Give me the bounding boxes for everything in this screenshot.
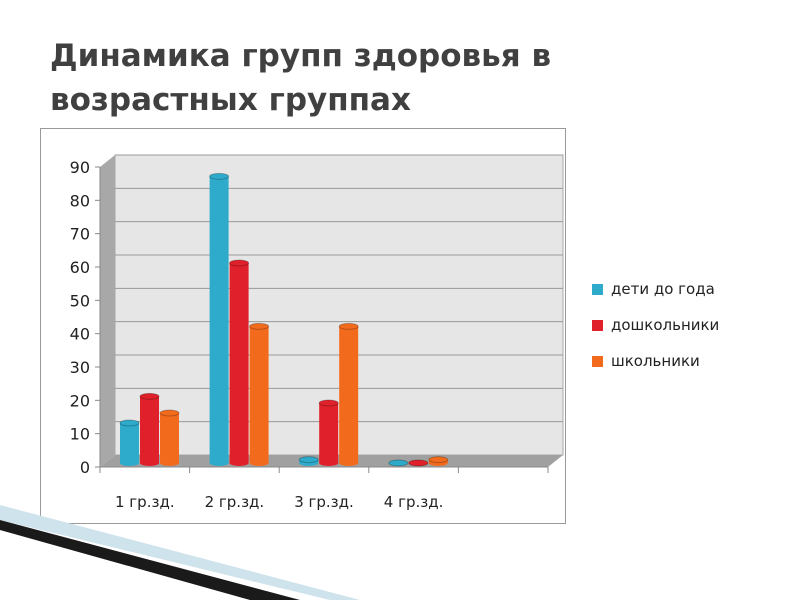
bar-дошкольники (229, 259, 250, 466)
y-tick-label: 80 (70, 191, 90, 210)
bar-школьники (249, 322, 270, 466)
y-tick-label: 60 (70, 258, 90, 277)
legend-label: школьники (611, 352, 700, 370)
x-tick-label: 2 гр.зд. (205, 493, 265, 511)
x-tick-label: 1 гр.зд. (115, 493, 175, 511)
x-tick-label: 3 гр.зд. (294, 493, 354, 511)
y-tick-label: 30 (70, 358, 90, 377)
slide-title: Динамика групп здоровья в возрастных гру… (50, 38, 552, 118)
legend-label: дошкольники (611, 316, 720, 334)
legend-label: дети до года (611, 280, 715, 298)
y-tick-label: 70 (70, 225, 90, 244)
bar-дети до года (209, 172, 230, 466)
y-tick-label: 20 (70, 391, 90, 410)
y-tick-label: 50 (70, 291, 90, 310)
legend-item: дети до года (592, 280, 715, 298)
legend-item: дошкольники (592, 316, 719, 334)
bar-школьники (428, 456, 449, 466)
bar-дошкольники (318, 399, 339, 466)
legend-swatch (592, 355, 603, 367)
y-tick-label: 90 (70, 158, 90, 177)
y-tick-label: 0 (80, 458, 90, 477)
bar-дети до года (388, 459, 409, 467)
y-tick-label: 10 (70, 425, 90, 444)
back-wall (114, 154, 564, 456)
bar-дети до года (298, 456, 319, 466)
bar-дошкольники (408, 459, 429, 467)
y-tick-label: 40 (70, 325, 90, 344)
legend-swatch (592, 283, 603, 295)
side-wall (100, 155, 115, 467)
legend-swatch (592, 319, 603, 331)
legend-item: школьники (592, 352, 700, 370)
bar-дошкольники (139, 392, 160, 466)
bar-школьники (159, 409, 180, 466)
bar-дети до года (119, 419, 140, 466)
bar-школьники (338, 322, 359, 466)
x-tick-label: 4 гр.зд. (384, 493, 444, 511)
